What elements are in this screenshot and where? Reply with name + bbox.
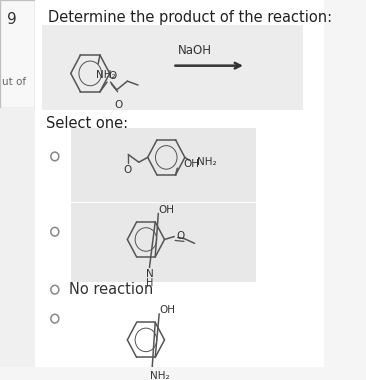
Text: O: O: [115, 100, 123, 109]
Text: OH: OH: [183, 159, 199, 169]
Text: O: O: [123, 165, 131, 175]
FancyBboxPatch shape: [71, 128, 255, 202]
Text: OH: OH: [158, 204, 174, 215]
Text: Select one:: Select one:: [46, 116, 128, 131]
Text: NH₂: NH₂: [150, 371, 170, 380]
Text: N: N: [146, 269, 153, 279]
Text: H: H: [146, 278, 153, 288]
Text: NH₂: NH₂: [197, 157, 217, 167]
Text: Determine the product of the reaction:: Determine the product of the reaction:: [48, 10, 332, 25]
FancyBboxPatch shape: [0, 0, 36, 108]
Text: 9: 9: [7, 11, 17, 27]
FancyBboxPatch shape: [42, 25, 303, 110]
Text: O: O: [176, 231, 184, 241]
Text: NH₂: NH₂: [96, 70, 116, 81]
Text: O: O: [108, 71, 116, 81]
Text: NaOH: NaOH: [178, 44, 212, 57]
Text: No reaction: No reaction: [69, 282, 153, 297]
FancyBboxPatch shape: [36, 0, 324, 367]
FancyBboxPatch shape: [0, 108, 36, 367]
Text: OH: OH: [159, 305, 175, 315]
Text: ut of: ut of: [2, 77, 26, 87]
FancyBboxPatch shape: [71, 203, 255, 282]
